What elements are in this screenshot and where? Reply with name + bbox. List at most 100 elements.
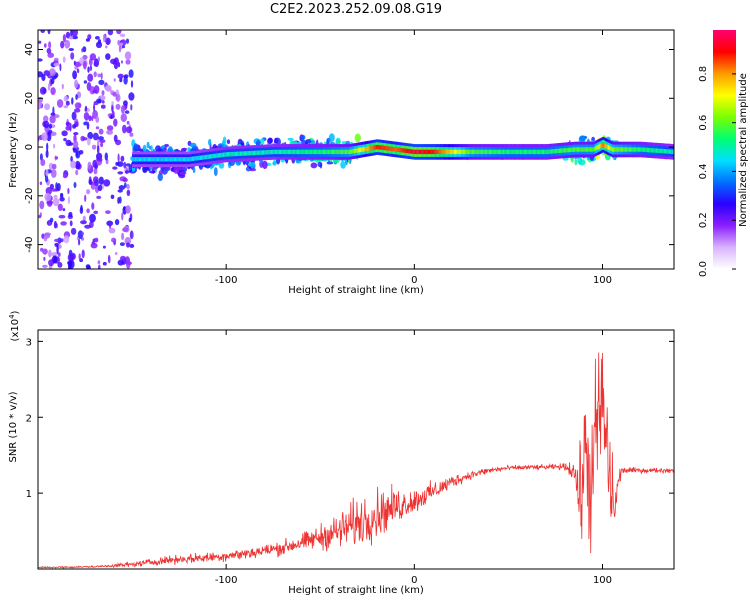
spectrogram-ridge-cell [172,157,175,162]
spectrogram-ridge-cell [197,155,199,161]
spectrogram-ridge-cell [659,148,661,154]
spectrogram-ridge-cell [515,149,518,155]
spectrogram-ridge-cell [144,157,146,162]
spectrogram-cell [106,129,113,135]
spectrogram-ridge-cell [397,147,399,152]
snr-x-ticks: -100 0 100 [215,330,612,586]
spectrogram-cell [115,93,121,102]
spectrogram-x-tick-label: 100 [593,275,612,286]
spectrogram-cell [122,177,128,183]
spectrogram-ridge-cell [295,149,298,155]
spectrogram-ridge-cell [201,155,203,160]
spectrogram-ridge-cell [534,149,536,155]
spectrogram-ridge-cell [474,149,476,155]
spectrogram-cell [43,235,48,242]
spectrogram-ridge-cell [164,157,167,162]
spectrogram-ridge-cell [505,149,508,155]
spectrogram-ridge-cell [351,149,353,154]
spectrogram-ridge-cell [610,146,613,152]
spectrogram-ridge-cell [449,149,451,155]
spectrogram-ridge-cell [537,149,539,155]
spectrogram-cell [99,139,106,144]
spectrogram-ridge-cell [342,149,344,155]
spectrogram-ridge-cell [150,157,152,162]
spectrogram-ridge-cell [278,149,281,155]
spectrogram-ridge-cell [604,143,606,148]
spectrogram-cell [51,163,57,170]
spectrogram-ridge-cell [620,147,623,152]
spectrogram-cell [86,189,91,195]
spectrogram-ridge-cell [236,151,238,157]
spectrogram-ridge-cell [333,149,335,155]
spectrogram-ridge-cell [141,157,143,162]
spectrogram-ridge-cell [477,149,479,155]
spectrogram-ridge-cell [635,147,637,152]
spectrogram-ridge-cell [501,149,503,155]
spectrogram-cell [579,135,586,142]
spectrogram-ridge-cell [151,157,153,162]
spectrogram-cell [40,158,46,167]
spectrogram-ridge-cell [241,151,243,156]
spectrogram-cell [38,100,42,110]
spectrogram-ridge-cell [230,152,232,157]
spectrogram-cell [79,57,84,65]
spectrogram-ridge-cell [382,145,385,150]
spectrogram-cell [120,113,128,123]
spectrogram-ridge-cell [550,149,553,154]
spectrogram-cell [84,224,91,229]
spectrogram-ridge-cell [468,149,470,155]
spectrogram-ridge-cell [365,146,368,152]
spectrogram-cell [128,217,132,223]
spectrogram-cell [110,58,117,65]
spectrogram-ridge-cell [491,149,493,155]
spectrogram-ridge-cell [641,147,643,152]
spectrogram-ridge-cell [587,147,589,152]
spectrogram-ridge-cell [223,152,225,157]
spectrogram-cell [83,60,87,70]
spectrogram-ridge-cell [343,149,345,155]
spectrogram-cell [129,243,135,248]
spectrogram-ridge-cell [258,150,260,155]
spectrogram-ridge-cell [190,156,193,162]
spectrogram-ridge-cell [213,153,215,159]
spectrogram-ridge-cell [368,146,370,151]
spectrogram-ridge-cell [476,149,478,155]
spectrogram-ridge-cell [637,147,640,152]
spectrogram-ridge-cell [431,149,433,155]
spectrogram-cell [319,163,323,169]
spectrogram-ridge-cell [632,147,634,152]
spectrogram-cell [62,34,66,43]
spectrogram-ridge-cell [436,149,439,155]
spectrogram-ridge-cell [539,149,541,155]
spectrogram-ridge-cell [275,149,277,155]
spectrogram-cell [86,121,90,130]
spectrogram-ridge-cell [589,147,591,152]
spectrogram-ridge-cell [224,152,227,157]
spectrogram-cell [273,137,279,145]
spectrogram-ridge-cell [451,149,453,155]
spectrogram-ridge-cell [350,149,352,154]
spectrogram-ridge-cell [549,149,552,154]
spectrogram-cell [119,77,123,83]
spectrogram-ridge-cell [438,149,440,155]
spectrogram-cell [336,139,341,146]
spectrogram-ridge-cell [346,149,348,155]
spectrogram-ridge-cell [645,147,648,153]
spectrogram-ridge-cell [308,149,310,155]
spectrogram-cell [96,195,102,199]
spectrogram-y-ticks: -40 -20 0 20 40 [24,43,674,253]
spectrogram-frame [37,29,675,270]
spectrogram-ridge-cell [617,147,619,152]
colorbar-ticks: 0.0 0.2 0.4 0.6 0.8 [698,66,736,277]
spectrogram-ridge-cell [625,147,627,152]
spectrogram-ridge-cell [137,157,140,162]
spectrogram-cell [98,128,104,135]
spectrogram-ridge-cell [369,146,371,151]
spectrogram-ridge-cell [484,149,486,155]
spectrogram-ridge-cell [583,147,586,152]
spectrogram-cell [42,264,48,268]
spectrogram-ridge-cell [318,149,320,155]
spectrogram-cell [107,30,114,36]
spectrogram-ridge-cell [517,149,519,155]
spectrogram-cell [118,44,122,53]
